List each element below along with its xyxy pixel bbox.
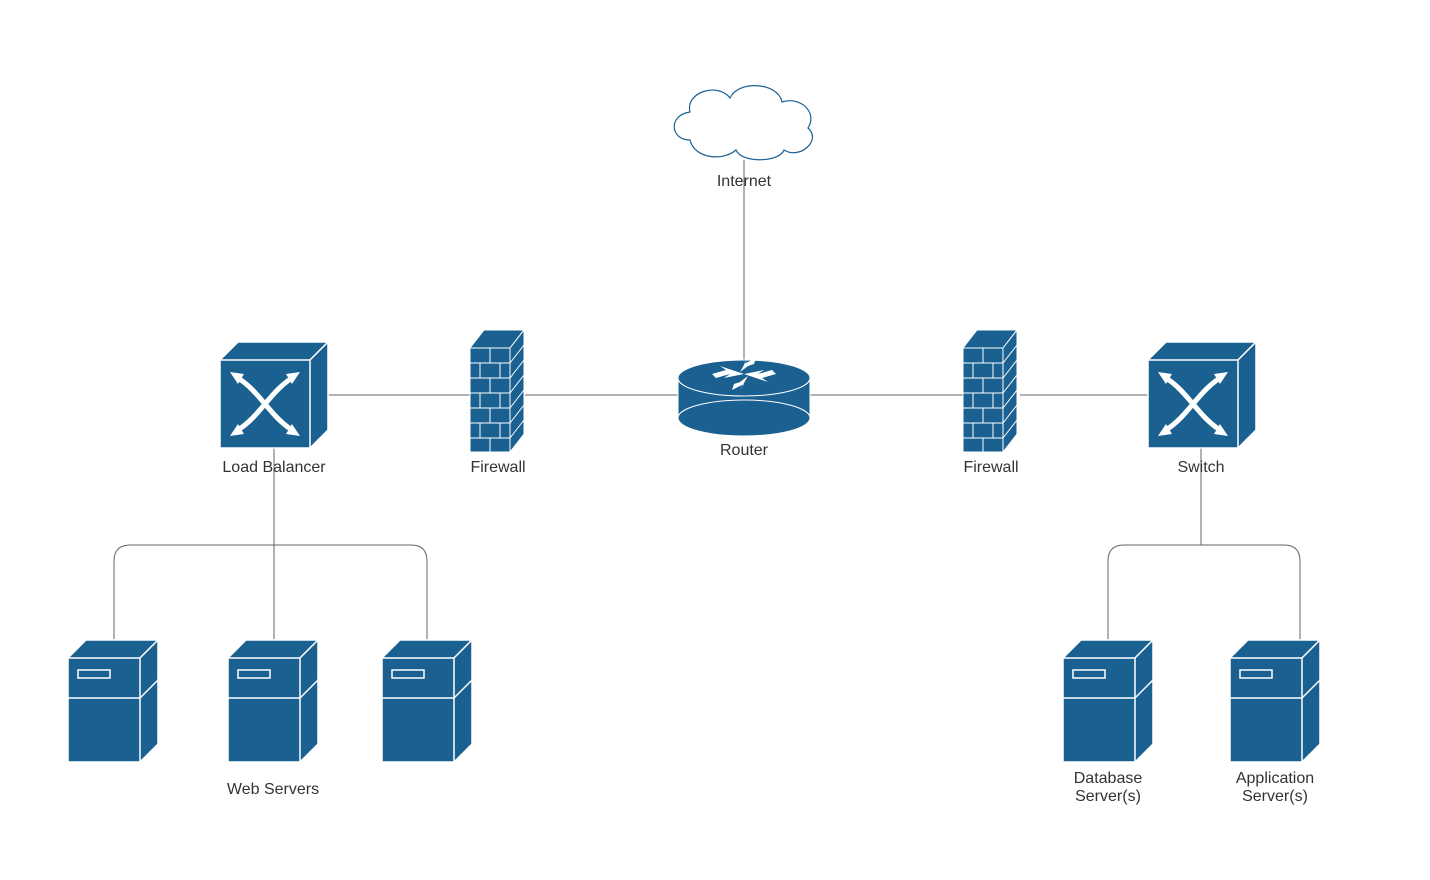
edge-switch-db [1108,545,1201,640]
router-node [678,358,810,436]
application-server [1230,640,1320,762]
edge-switch-app [1201,545,1300,640]
load-balancer-label: Load Balancer [204,459,344,477]
firewall-left-node [470,330,524,452]
switch-node [1148,342,1256,448]
edge-loadbal-web1 [114,545,274,640]
database-server [1063,640,1153,762]
internet-label: Internet [694,173,794,191]
database-label: Database Server(s) [1048,770,1168,806]
internet-node [674,86,812,160]
load-balancer-node [220,342,328,448]
edge-loadbal-web3 [274,545,427,640]
web-server-3 [382,640,472,762]
firewall-right-node [963,330,1017,452]
web-server-1 [68,640,158,762]
network-diagram [0,0,1430,880]
firewall-right-label: Firewall [941,459,1041,477]
application-label: Application Server(s) [1215,770,1335,806]
web-servers-label: Web Servers [203,781,343,799]
web-server-2 [228,640,318,762]
switch-label: Switch [1151,459,1251,477]
firewall-left-label: Firewall [448,459,548,477]
router-label: Router [694,442,794,460]
